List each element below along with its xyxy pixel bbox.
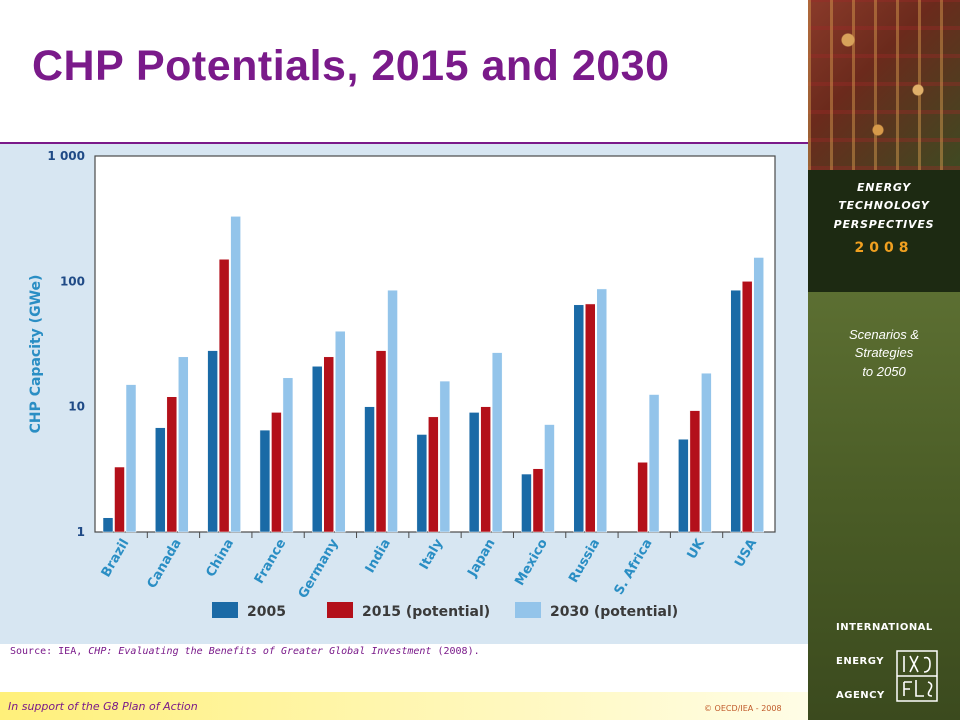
iea-label-line1: INTERNATIONAL	[836, 622, 933, 633]
iea-label-line3: AGENCY	[836, 690, 885, 701]
bar-canada-2030	[178, 356, 189, 533]
bar-russia-2015	[585, 303, 596, 533]
bar-canada-2005	[155, 427, 166, 533]
bar-india-2005	[364, 406, 375, 533]
sidebar-title-line3: PERSPECTIVES	[833, 218, 935, 231]
bar-usa-2005	[730, 289, 741, 533]
source-suffix: (2008).	[431, 646, 480, 657]
bar-uk-2005	[678, 438, 689, 533]
chart-bars	[102, 216, 764, 533]
bar-italy-2005	[416, 434, 428, 533]
circuit-board-image	[808, 0, 960, 170]
bar-mexico-2030	[544, 424, 555, 533]
x-tick-label-brazil: Brazil	[99, 537, 133, 581]
chp-capacity-chart: 1 10 100 1 000 CHP Capacity (GWe) Brazil Canad…	[28, 149, 776, 620]
bar-uk-2030	[701, 372, 712, 533]
x-tick-label-usa: USA	[732, 537, 760, 570]
bar-india-2015	[375, 350, 387, 533]
source-note: Source: IEA, CHP: Evaluating the Benefit…	[10, 646, 480, 657]
bar-china-2030	[230, 216, 241, 533]
source-publication: CHP: Evaluating the Benefits of Greater …	[88, 646, 432, 657]
footer-band	[0, 692, 808, 720]
legend-swatch-2030	[515, 602, 541, 618]
iea-label-line2: ENERGY	[836, 656, 884, 667]
bar-germany-2005	[311, 366, 323, 533]
bar-italy-2015	[428, 416, 439, 533]
bar-mexico-2005	[521, 473, 532, 533]
bar-safrica-2015	[637, 462, 648, 533]
x-tick-label-china: China	[203, 537, 237, 580]
y-tick-label-1000: 1 000	[47, 149, 85, 163]
bar-mexico-2015	[532, 468, 544, 533]
x-tick-label-safrica: S. Africa	[612, 537, 656, 598]
bar-india-2030	[387, 289, 398, 533]
sidebar-dark-band	[808, 170, 960, 292]
title-divider	[0, 142, 808, 144]
legend-swatch-2015	[327, 602, 353, 618]
x-tick-label-japan: Japan	[465, 537, 499, 581]
sidebar-title-line1: ENERGY	[856, 181, 912, 194]
bar-japan-2005	[468, 412, 480, 533]
bar-japan-2015	[480, 406, 491, 533]
sidebar-subtitle-line1: Scenarios &	[848, 327, 920, 342]
iea-logo-icon	[896, 650, 938, 702]
bar-russia-2030	[596, 288, 608, 533]
sidebar-year: 2008	[854, 240, 914, 256]
bar-uk-2015	[689, 410, 701, 533]
legend-swatch-2005	[212, 602, 238, 618]
bar-germany-2030	[334, 330, 346, 533]
sidebar-title-line2: TECHNOLOGY	[838, 199, 930, 212]
footer-tagline: In support of the G8 Plan of Action	[8, 700, 198, 713]
x-tick-label-russia: Russia	[566, 537, 603, 586]
sidebar-subtitle-line2: Strategies	[854, 345, 914, 360]
y-tick-label-10: 10	[68, 400, 85, 414]
legend-label-2030: 2030 (potential)	[550, 604, 678, 620]
x-tick-label-italy: Italy	[417, 536, 447, 572]
bar-france-2005	[259, 429, 271, 533]
footer-copyright: © OECD/IEA - 2008	[704, 704, 782, 713]
x-tick-label-mexico: Mexico	[512, 536, 551, 588]
bar-brazil-2030	[125, 384, 137, 533]
bar-china-2015	[218, 259, 230, 533]
y-tick-label-1: 1	[77, 525, 85, 539]
sidebar-green-band	[808, 292, 960, 720]
x-tick-label-india: India	[363, 537, 394, 576]
x-tick-label-canada: Canada	[145, 537, 185, 592]
slide-title: CHP Potentials, 2015 and 2030	[32, 42, 670, 90]
bar-russia-2005	[573, 304, 585, 533]
y-tick-label-100: 100	[60, 274, 85, 288]
source-prefix: Source: IEA,	[10, 646, 89, 657]
bar-canada-2015	[166, 396, 178, 533]
x-tick-label-france: France	[252, 536, 290, 586]
sidebar-subtitle-line3: to 2050	[862, 364, 906, 379]
chart-legend: 2005 2015 (potential) 2030 (potential)	[212, 602, 678, 620]
y-axis-title: CHP Capacity (GWe)	[28, 275, 44, 434]
bar-safrica-2030	[648, 394, 660, 533]
legend-label-2005: 2005	[247, 604, 286, 620]
x-tick-label-germany: Germany	[296, 536, 342, 601]
bar-japan-2030	[491, 352, 503, 533]
bar-usa-2030	[753, 257, 764, 533]
bar-italy-2030	[439, 380, 451, 533]
report-sidebar: ENERGY TECHNOLOGY PERSPECTIVES 2008 Scen…	[808, 0, 960, 720]
bar-brazil-2005	[102, 517, 114, 533]
legend-label-2015: 2015 (potential)	[362, 604, 490, 620]
bar-france-2030	[282, 377, 294, 533]
bar-brazil-2015	[114, 466, 125, 533]
bar-china-2005	[207, 350, 218, 533]
bar-usa-2015	[741, 281, 753, 533]
bar-germany-2015	[323, 356, 334, 533]
x-tick-label-uk: UK	[685, 536, 709, 562]
bar-france-2015	[271, 412, 282, 533]
